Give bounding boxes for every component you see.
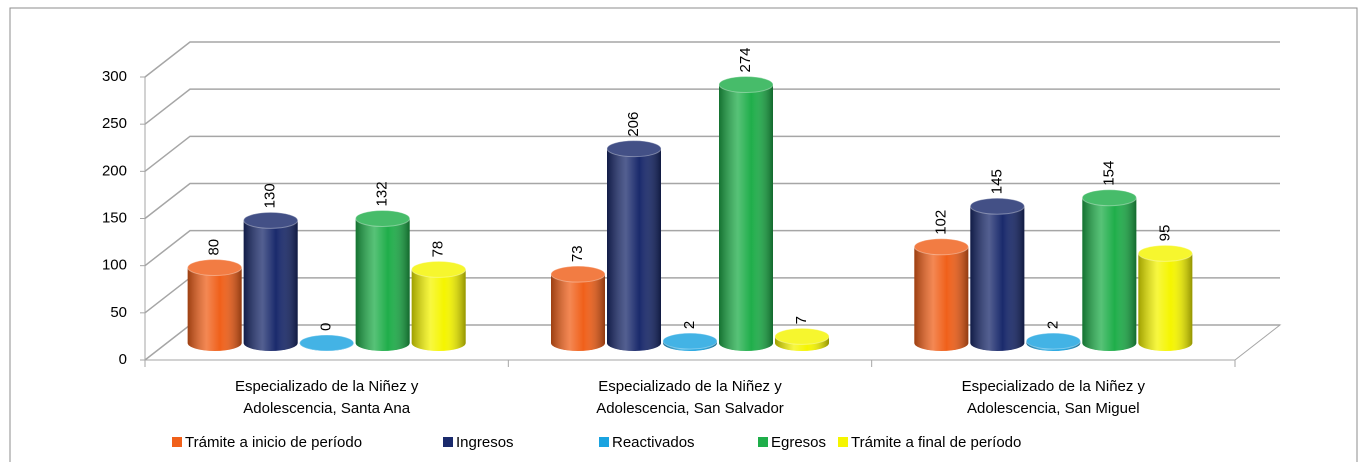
value-label: 130 — [262, 183, 279, 208]
legend-label: Ingresos — [456, 434, 514, 451]
bar-shade — [914, 246, 969, 351]
legend-swatch — [758, 437, 768, 447]
x-tick-label: Adolescencia, San Salvador — [596, 400, 784, 417]
bar-top — [411, 260, 467, 278]
frame — [9, 7, 1358, 462]
bar-top — [299, 334, 355, 352]
bar-shade — [187, 267, 242, 351]
bar-top — [969, 197, 1025, 215]
legend-label: Egresos — [771, 434, 826, 451]
y-tick-label: 100 — [102, 257, 127, 274]
legend-swatch — [172, 437, 182, 447]
bar-top — [1081, 189, 1137, 207]
bar-top-light — [970, 198, 1025, 215]
value-label: 0 — [318, 323, 335, 331]
bar-top-light — [243, 212, 298, 229]
y-tick-label: 300 — [102, 68, 127, 85]
grid-line — [144, 41, 1280, 78]
bar-shade — [1082, 197, 1137, 351]
bar-shade — [970, 206, 1025, 351]
y-tick-label: 50 — [110, 304, 127, 321]
value-label: 145 — [988, 169, 1005, 194]
legend-label: Reactivados — [612, 434, 695, 451]
grid-line — [144, 88, 1280, 125]
bar-top — [355, 209, 411, 227]
bar-shade — [411, 269, 466, 351]
bar-shade — [355, 218, 410, 351]
bar-top-light — [914, 238, 969, 255]
bar-top-light — [355, 210, 410, 227]
y-tick-label: 0 — [119, 351, 127, 368]
bar-top — [550, 265, 606, 283]
bar-top-light — [663, 333, 717, 350]
bar-shade — [719, 84, 773, 351]
value-label: 102 — [932, 210, 949, 235]
x-tick-label: Adolescencia, San Miguel — [967, 400, 1140, 417]
grid-line — [144, 182, 1280, 220]
bar-top — [243, 211, 299, 229]
value-label: 274 — [737, 47, 754, 72]
bar-top-light — [411, 261, 466, 278]
bar-shade — [1138, 253, 1193, 351]
x-tick-label: Especializado de la Niñez y — [962, 378, 1146, 395]
bar-top-light — [1082, 189, 1137, 206]
bar-top-light — [187, 259, 242, 276]
x-tick-label: Adolescencia, Santa Ana — [243, 400, 410, 417]
bar-top — [1137, 244, 1193, 262]
value-label: 2 — [1044, 321, 1061, 329]
value-label: 80 — [206, 239, 223, 256]
value-label: 206 — [625, 112, 642, 137]
value-label: 154 — [1100, 161, 1117, 186]
legend-swatch — [838, 437, 848, 447]
y-tick-label: 150 — [102, 209, 127, 226]
grid-line — [144, 135, 1280, 172]
legend-swatch — [599, 437, 609, 447]
value-label: 2 — [681, 321, 698, 329]
value-label: 7 — [793, 316, 810, 324]
bar-top-light — [1138, 245, 1193, 262]
bar-top-light — [551, 266, 605, 283]
value-label: 95 — [1156, 225, 1173, 242]
bar-top-light — [299, 335, 354, 351]
bar-shade — [551, 274, 605, 351]
x-tick-label: Especializado de la Niñez y — [598, 378, 782, 395]
bar-shade — [243, 220, 298, 351]
bar-top — [606, 140, 662, 158]
value-label: 132 — [374, 181, 391, 206]
x-tick-label: Especializado de la Niñez y — [235, 378, 419, 395]
legend-label: Trámite a final de período — [851, 434, 1021, 451]
value-label: 73 — [569, 245, 586, 262]
bar-top — [913, 238, 969, 256]
legend-swatch — [443, 437, 453, 447]
legend-label: Trámite a inicio de período — [185, 434, 362, 451]
bar-top-light — [775, 328, 829, 345]
bar-top — [662, 332, 718, 350]
bar-top — [774, 327, 830, 345]
value-label: 78 — [430, 241, 447, 258]
bar-top — [187, 259, 243, 277]
y-tick-label: 200 — [102, 162, 127, 179]
bar-top-light — [719, 76, 773, 93]
bar-top — [1025, 332, 1081, 350]
bar-top-light — [607, 140, 661, 157]
grid-line — [144, 229, 1280, 267]
bar-top — [718, 76, 774, 94]
y-tick-label: 250 — [102, 115, 127, 132]
bar-top-light — [1026, 333, 1081, 350]
bar-shade — [607, 148, 661, 351]
